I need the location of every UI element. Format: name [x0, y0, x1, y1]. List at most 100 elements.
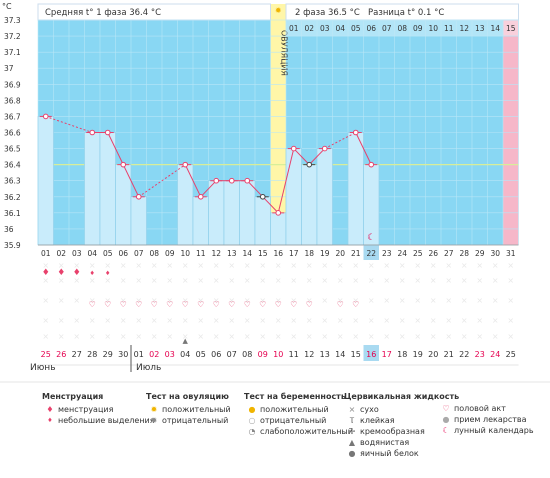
day-label: 04 [87, 249, 97, 258]
temperature-point [197, 193, 204, 200]
empty-slot-cross: × [507, 261, 514, 270]
empty-slot-cross: × [383, 316, 390, 325]
empty-slot-cross: × [492, 316, 499, 325]
heart-icon: ♡ [166, 300, 173, 309]
empty-slot-cross: × [42, 276, 49, 285]
empty-slot-cross: × [228, 316, 235, 325]
empty-slot-cross: × [228, 296, 235, 305]
empty-slot-cross: × [414, 276, 421, 285]
date-label: 22 [459, 350, 469, 359]
empty-slot-cross: × [135, 276, 142, 285]
legend-title: Менструация [42, 392, 104, 401]
circle-positive-icon: ● [248, 405, 256, 414]
heart-icon: ♡ [228, 300, 235, 309]
legend-item: ☾ лунный календарь [438, 425, 533, 436]
empty-slot-cross: × [104, 332, 111, 341]
date-label: 07 [227, 350, 237, 359]
empty-slot-cross: × [244, 296, 251, 305]
cycle-day-label: 03 [320, 24, 330, 33]
temperature-segment [262, 196, 279, 214]
date-label: 06 [211, 350, 221, 359]
temperature-point [182, 161, 189, 168]
day-label: 28 [459, 249, 469, 258]
empty-slot-cross: × [275, 316, 282, 325]
empty-slot-cross: × [120, 332, 127, 341]
day-label: 06 [118, 249, 128, 258]
y-tick-label: 37.2 [4, 32, 21, 41]
empty-slot-cross: × [275, 261, 282, 270]
date-label: 13 [320, 350, 330, 359]
legend-title: Цервикальная жидкость [344, 392, 460, 401]
ovulation-sun-icon: ✹ [275, 6, 282, 15]
day-label: 08 [149, 249, 159, 258]
empty-slot-cross: × [228, 261, 235, 270]
day-label: 15 [258, 249, 268, 258]
day-label: 18 [304, 249, 314, 258]
empty-slot-cross: × [228, 276, 235, 285]
heart-icon: ♡ [442, 404, 450, 413]
empty-slot-cross: × [58, 276, 65, 285]
legend-item: ● прием лекарства [438, 414, 534, 425]
empty-slot-cross: × [275, 296, 282, 305]
empty-slot-cross: × [306, 296, 313, 305]
heart-icon: ♡ [259, 300, 266, 309]
day-label: 02 [56, 249, 66, 258]
temperature-bar [270, 212, 287, 246]
date-label: 10 [273, 350, 283, 359]
y-tick-label: 36.5 [4, 145, 21, 154]
empty-slot-cross: × [275, 332, 282, 341]
empty-slot-cross: × [135, 296, 142, 305]
empty-slot-cross: × [259, 296, 266, 305]
empty-slot-cross: × [337, 261, 344, 270]
day-label: 25 [413, 249, 423, 258]
temperature-bar [239, 180, 256, 246]
cycle-day-label: 06 [366, 24, 376, 33]
temperature-point [89, 129, 96, 136]
legend-item: ● положительный [244, 404, 353, 415]
empty-slot-cross: × [73, 276, 80, 285]
empty-slot-cross: × [290, 276, 297, 285]
empty-slot-cross: × [89, 261, 96, 270]
temperature-point [42, 113, 49, 120]
day-label: 29 [475, 249, 485, 258]
empty-slot-cross: × [120, 296, 127, 305]
date-label: 15 [351, 350, 361, 359]
legend-item: ● яичный белок [344, 448, 459, 459]
pill-icon: ● [442, 415, 450, 424]
empty-slot-cross: × [166, 276, 173, 285]
blood-drop-icon: ♦ [46, 405, 54, 414]
day-label: 30 [490, 249, 500, 258]
empty-slot-cross: × [120, 316, 127, 325]
temperature-segment [277, 148, 295, 213]
legend-item: ◔ слабоположительный [244, 426, 353, 437]
temperature-bar [301, 164, 318, 246]
temperature-point [135, 193, 142, 200]
cycle-day-label: 09 [413, 24, 423, 33]
blood-drop-icon: ♦ [73, 268, 81, 278]
circle-negative-icon: ○ [248, 416, 256, 425]
y-tick-label: 36.1 [4, 209, 21, 218]
day-label: 11 [196, 249, 206, 258]
empty-slot-cross: × [42, 332, 49, 341]
heart-icon: ♡ [352, 300, 359, 309]
date-label: 24 [490, 350, 500, 359]
day-label: 16 [273, 249, 283, 258]
empty-slot-cross: × [213, 316, 220, 325]
empty-slot-cross: × [492, 296, 499, 305]
date-label: 27 [72, 350, 82, 359]
day-label: 12 [211, 249, 221, 258]
temperature-point [244, 177, 251, 184]
watery-drop-icon: ▲ [348, 438, 356, 447]
empty-slot-cross: × [151, 261, 158, 270]
empty-slot-cross: × [213, 276, 220, 285]
empty-slot-cross: × [445, 261, 452, 270]
empty-slot-cross: × [244, 261, 251, 270]
empty-slot-cross: × [104, 276, 111, 285]
empty-slot-cross: × [383, 332, 390, 341]
empty-slot-cross: × [104, 261, 111, 270]
temperature-segment [308, 148, 326, 165]
temperature-point [120, 161, 127, 168]
heart-icon: ♡ [120, 300, 127, 309]
empty-slot-cross: × [151, 296, 158, 305]
